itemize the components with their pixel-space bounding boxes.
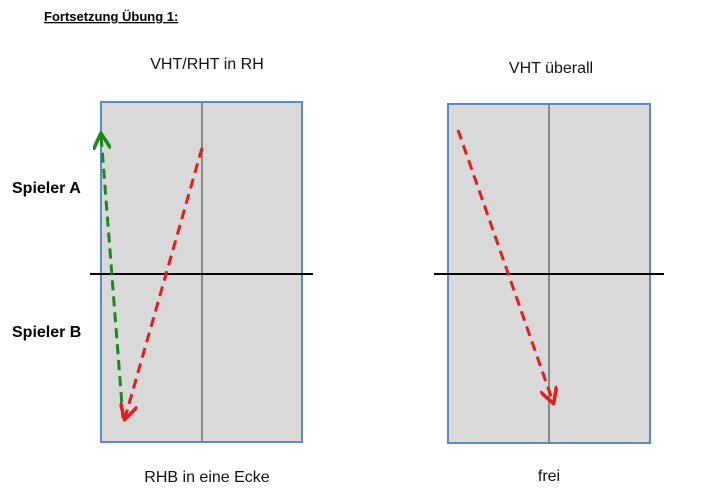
- table-caption: VHT überall: [509, 60, 593, 77]
- table-footer: RHB in eine Ecke: [144, 469, 269, 486]
- page-title: Fortsetzung Übung 1:: [44, 9, 178, 24]
- player-label: Spieler B: [12, 324, 81, 341]
- ball-path-red: [125, 147, 204, 418]
- table-caption: VHT/RHT in RH: [150, 56, 264, 73]
- player-label: Spieler A: [12, 180, 81, 197]
- ball-path-red: [456, 129, 553, 402]
- table-footer: frei: [538, 468, 560, 485]
